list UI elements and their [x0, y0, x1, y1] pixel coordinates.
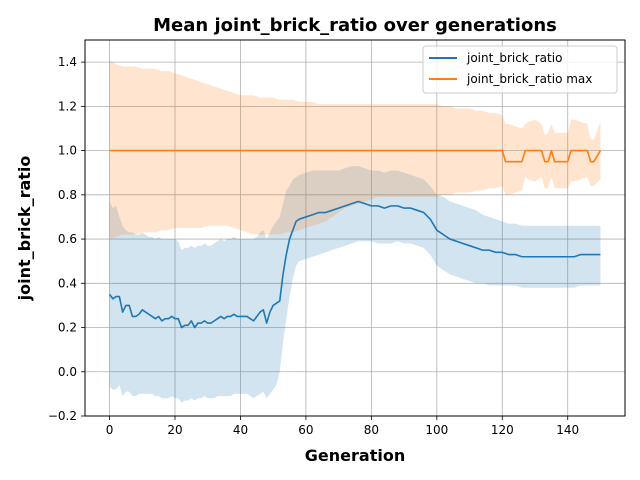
plot-frame: [84, 39, 626, 417]
chart-title: Mean joint_brick_ratio over generations: [153, 15, 557, 36]
x-tick-label: 80: [364, 423, 379, 437]
legend: joint_brick_ratio joint_brick_ratio max: [422, 45, 618, 94]
x-tick-label: 0: [106, 423, 114, 437]
x-tick-label: 120: [491, 423, 514, 437]
y-tick-label: 0.6: [58, 232, 77, 246]
legend-box: [422, 45, 618, 94]
y-tick-label: 1.4: [58, 55, 77, 69]
y-tick-label: −0.2: [48, 409, 77, 423]
x-axis-ticks: 0 20 40 60 80 100 120 140: [106, 416, 579, 437]
band-joint-brick-ratio-max: [109, 59, 601, 240]
y-tick-label: 0.0: [58, 365, 77, 379]
y-tick-label: 0.8: [58, 188, 77, 202]
y-axis-label: joint_brick_ratio: [15, 156, 34, 302]
x-tick-label: 20: [167, 423, 182, 437]
series-lines: [108, 149, 602, 329]
y-tick-label: 1.0: [58, 144, 77, 158]
y-axis-ticks: −0.2 0.0 0.2 0.4 0.6 0.8 1.0 1.2 1.4: [48, 55, 85, 423]
x-tick-label: 100: [425, 423, 448, 437]
line-joint-brick-ratio-max: [109, 149, 602, 163]
x-tick-label: 140: [556, 423, 579, 437]
line-joint-brick-ratio: [108, 200, 601, 329]
y-tick-label: 1.2: [58, 99, 77, 113]
confidence-bands: [109, 59, 601, 403]
legend-label-joint-brick-ratio-max: joint_brick_ratio max: [466, 72, 592, 86]
band-joint-brick-ratio: [109, 166, 601, 403]
x-tick-label: 60: [298, 423, 313, 437]
y-tick-label: 0.2: [58, 321, 77, 335]
legend-label-joint-brick-ratio: joint_brick_ratio: [466, 51, 562, 65]
x-tick-label: 40: [233, 423, 248, 437]
x-axis-label: Generation: [305, 446, 405, 465]
y-tick-label: 0.4: [58, 276, 77, 290]
